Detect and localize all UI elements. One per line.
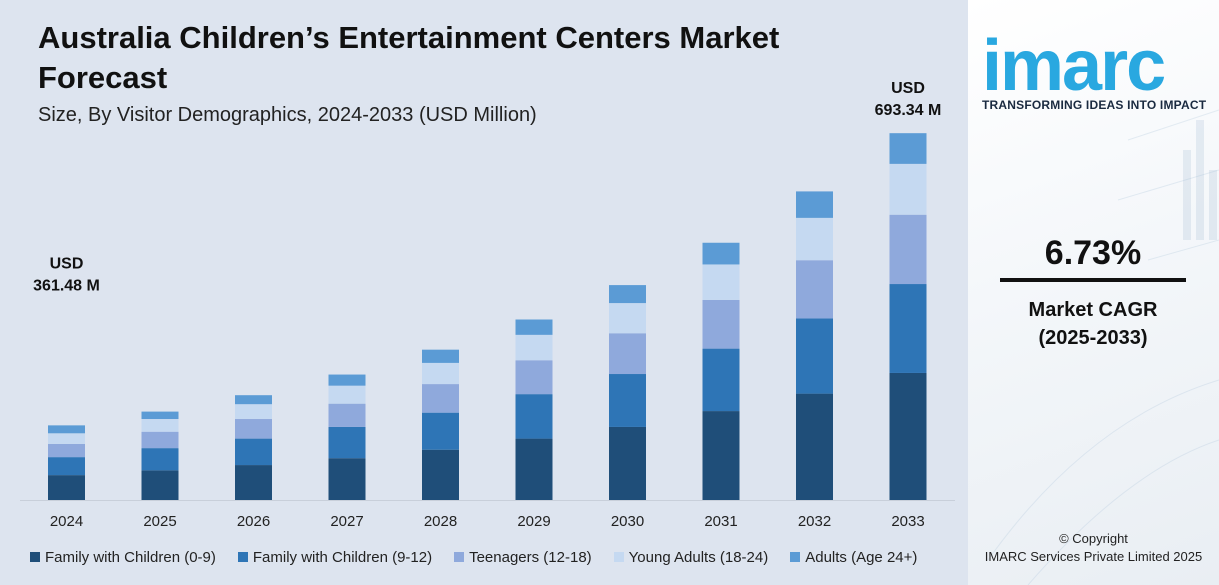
- chart-subtitle: Size, By Visitor Demographics, 2024-2033…: [38, 104, 537, 126]
- bar-segment-2024-series-3: [48, 443, 85, 458]
- stacked-bar-chart: 2024 2025 2026 2027 2028 2029 2030 2031 2032 2033…: [20, 80, 955, 530]
- brand-panel: imarc TRANSFORMING IDEAS INTO IMPACT 6.7…: [968, 0, 1219, 585]
- bar-segment-2027-series-5: [328, 374, 366, 386]
- chart-panel: Australia Children’s Entertainment Cente…: [0, 0, 968, 585]
- bar-segment-2026-series-4: [235, 404, 272, 420]
- bar-segment-2033-series-3: [889, 214, 927, 285]
- bar-segment-2024-series-4: [48, 433, 85, 444]
- cagr-value: 6.73%: [1044, 234, 1142, 272]
- bar-segment-2024-series-1: [48, 475, 85, 500]
- bar-segment-2028-series-5: [422, 349, 459, 363]
- bar-segment-2028-series-1: [422, 449, 459, 500]
- x-tick-label-2024: 2024: [50, 513, 83, 530]
- bar-segment-2028-series-2: [422, 412, 459, 450]
- bar-segment-2031-series-1: [702, 411, 740, 500]
- bar-segment-2032-series-3: [796, 260, 833, 319]
- bar-segment-2027-series-4: [328, 385, 366, 404]
- svg-text:imarc: imarc: [982, 26, 1164, 96]
- bar-segment-2032-series-4: [796, 217, 833, 261]
- bar-segment-2026-series-1: [235, 465, 272, 500]
- legend-item-1: Family with Children (0-9): [30, 549, 216, 566]
- cagr-label-line1: Market CAGR: [1028, 299, 1158, 321]
- imarc-logo: imarc TRANSFORMING IDEAS INTO IMPACT: [982, 14, 1212, 112]
- total-label-2024-line2: 361.48 M: [33, 278, 100, 295]
- legend-label: Family with Children (0-9): [45, 548, 216, 566]
- bar-segment-2028-series-4: [422, 362, 459, 385]
- bar-segment-2029-series-2: [515, 394, 553, 439]
- cagr-divider: [1000, 278, 1186, 282]
- bar-segment-2024-series-2: [48, 457, 85, 476]
- bar-segment-2029-series-5: [515, 319, 553, 335]
- bar-segment-2030-series-4: [609, 303, 646, 334]
- bar-segment-2030-series-3: [609, 333, 646, 375]
- legend-item-4: Young Adults (18-24): [613, 548, 769, 566]
- x-tick-label-2027: 2027: [330, 513, 363, 530]
- bar-segment-2029-series-3: [515, 360, 553, 395]
- bar-segment-2032-series-1: [796, 393, 833, 500]
- bar-segment-2026-series-2: [235, 438, 272, 466]
- x-tick-label-2029: 2029: [517, 513, 550, 530]
- total-label-2033-line1: USD: [891, 80, 925, 97]
- cagr-label-line2: (2025-2033): [1038, 327, 1148, 349]
- legend-label: Adults (Age 24+): [805, 548, 918, 566]
- bar-segment-2031-series-4: [702, 264, 740, 300]
- legend-swatch: [790, 552, 801, 562]
- bar-segment-2032-series-2: [796, 318, 833, 394]
- bar-segment-2027-series-2: [328, 426, 366, 459]
- x-tick-label-2031: 2031: [704, 513, 737, 530]
- x-tick-label-2028: 2028: [424, 513, 457, 530]
- bar-segment-2033-series-2: [889, 284, 927, 373]
- bar-segment-2031-series-3: [702, 299, 740, 349]
- bar-segment-2028-series-3: [422, 384, 459, 413]
- cagr-label: Market CAGR (2025-2033): [1000, 296, 1186, 352]
- bar-segment-2025-series-1: [141, 470, 179, 500]
- logo-tagline: TRANSFORMING IDEAS INTO IMPACT: [982, 98, 1207, 112]
- bar-segment-2026-series-3: [235, 419, 272, 439]
- x-tick-label-2025: 2025: [143, 513, 176, 530]
- bar-segment-2033-series-5: [889, 133, 927, 164]
- legend-item-3: Teenagers (12-18): [454, 549, 592, 566]
- chart-title: Australia Children’s Entertainment Cente…: [38, 20, 780, 95]
- legend-swatch: [237, 552, 248, 562]
- legend-swatch: [30, 552, 40, 562]
- bar-segment-2027-series-1: [328, 458, 366, 500]
- bar-segment-2033-series-4: [889, 163, 927, 215]
- x-tick-label-2030: 2030: [611, 513, 644, 530]
- background-decoration: [987, 109, 1219, 585]
- legend-label: Young Adults (18-24): [628, 548, 769, 566]
- x-tick-label-2033: 2033: [891, 513, 924, 530]
- legend-item-5: Adults (Age 24+): [790, 549, 917, 566]
- x-tick-label-2026: 2026: [237, 513, 270, 530]
- bar-segment-2031-series-5: [702, 242, 740, 265]
- copyright: © Copyright IMARC Services Private Limit…: [968, 530, 1219, 566]
- bar-segment-2031-series-2: [702, 348, 740, 412]
- bar-segment-2027-series-3: [328, 403, 366, 427]
- copyright-line2: IMARC Services Private Limited 2025: [984, 549, 1203, 564]
- legend-label: Teenagers (12-18): [469, 548, 592, 566]
- total-label-2024-line1: USD: [50, 256, 84, 273]
- bar-segment-2024-series-5: [48, 425, 85, 434]
- bar-segment-2025-series-4: [141, 419, 179, 432]
- legend-label: Family with Children (9-12): [252, 548, 433, 566]
- bar-segment-2032-series-5: [796, 191, 833, 218]
- x-tick-label-2032: 2032: [798, 513, 831, 530]
- bar-segment-2025-series-2: [141, 448, 179, 471]
- legend-swatch: [454, 552, 465, 562]
- chart-legend: Family with Children (0-9) Family with Ch…: [30, 546, 939, 568]
- bar-segment-2030-series-5: [609, 285, 646, 304]
- bar-segment-2025-series-5: [141, 411, 179, 420]
- bar-segment-2029-series-1: [515, 438, 553, 500]
- legend-item-2: Family with Children (9-12): [237, 548, 433, 566]
- imarc-logo-mark: imarc: [982, 26, 1166, 96]
- bar-segment-2033-series-1: [889, 372, 927, 500]
- bar-segment-2029-series-4: [515, 334, 553, 361]
- total-label-2033-line2: 693.34 M: [875, 102, 942, 119]
- legend-swatch: [613, 552, 624, 562]
- bar-segment-2026-series-5: [235, 395, 272, 405]
- bar-segment-2025-series-3: [141, 431, 179, 449]
- bar-segment-2030-series-1: [609, 426, 646, 500]
- bar-segment-2030-series-2: [609, 374, 646, 427]
- copyright-line1: © Copyright: [1059, 531, 1128, 546]
